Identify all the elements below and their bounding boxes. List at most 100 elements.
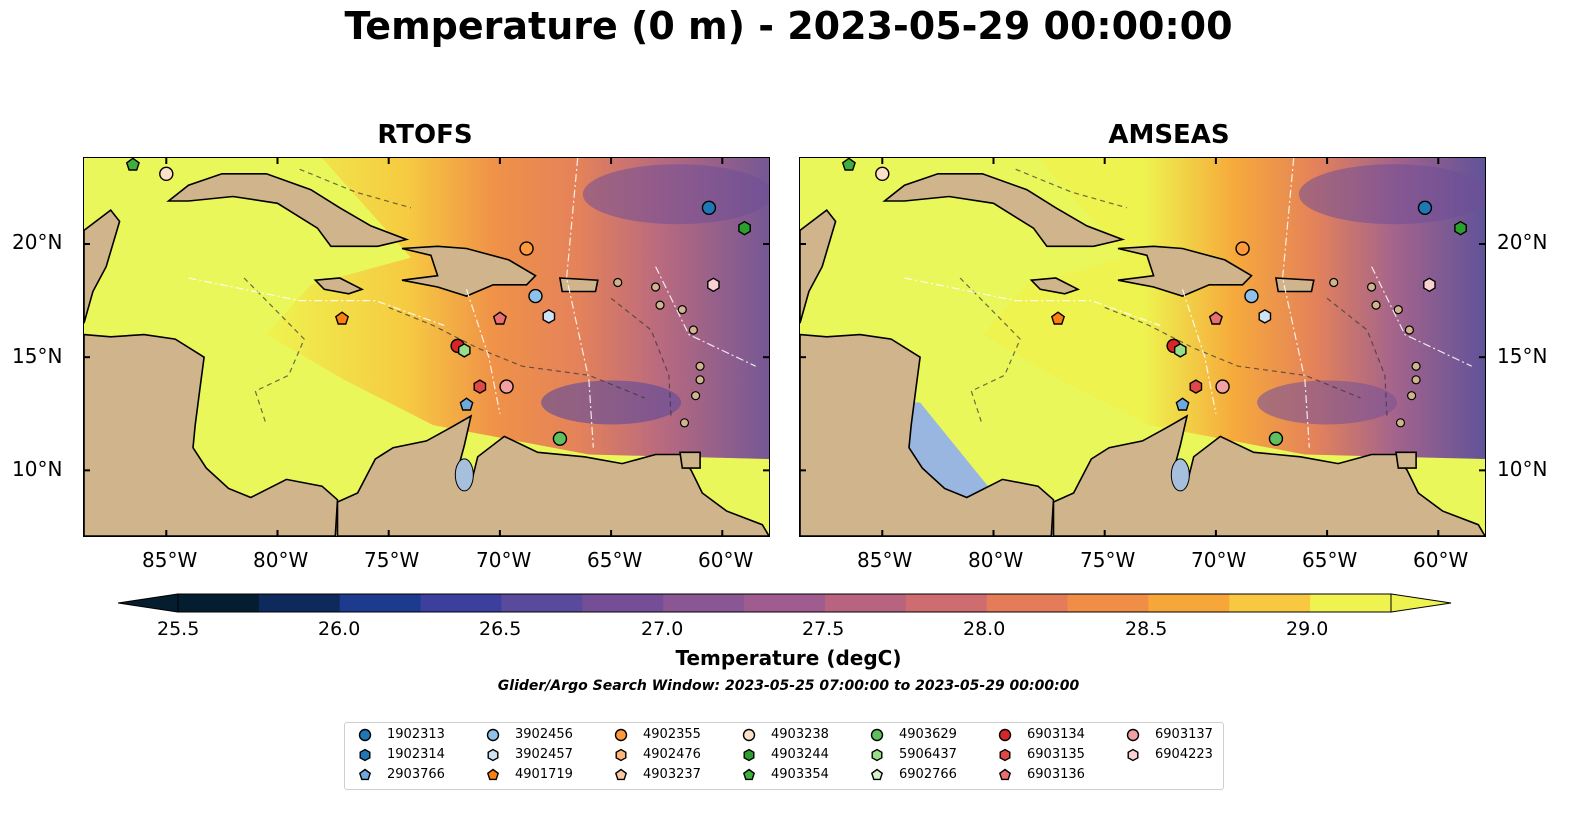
jamaica-landmass (1029, 277, 1081, 295)
float-marker-1902313[interactable] (1417, 200, 1433, 215)
eez-boundary (188, 277, 445, 327)
float-marker-4903238[interactable] (875, 166, 890, 182)
amseas-map[interactable] (799, 157, 1486, 537)
colorbar-tick-label: 26.5 (479, 618, 522, 640)
float-marker-4903238[interactable] (159, 166, 174, 182)
circle-marker-icon (486, 728, 500, 742)
colorbar-bin (824, 594, 907, 612)
lon-tick-70w: 70°W (476, 548, 532, 572)
lon-tick-65w: 65°W (587, 548, 643, 572)
float-marker-4903629[interactable] (1268, 431, 1284, 446)
float-marker-2903766[interactable] (1175, 397, 1190, 411)
lon-tick-80w: 80°W (968, 548, 1024, 572)
float-marker-5906437[interactable] (458, 343, 471, 358)
float-marker-4901719[interactable] (334, 311, 350, 325)
lon-tick-85w: 85°W (142, 548, 198, 572)
colorbar-tick-label: 27.5 (802, 618, 845, 640)
float-marker-6903135[interactable] (1189, 379, 1203, 394)
colorbar-bin (501, 594, 583, 612)
circle-marker-icon (998, 728, 1012, 742)
lat-tick-10n: 10°N (1497, 457, 1548, 481)
lat-tick-20n: 20°N (1497, 230, 1548, 254)
colorbar-bin (1310, 594, 1392, 612)
float-marker-4902355[interactable] (519, 241, 534, 256)
colorbar-bin (663, 594, 745, 612)
legend-label: 4903238 (771, 727, 829, 742)
legend-label: 6903135 (1027, 747, 1085, 762)
depth-contour (299, 168, 412, 209)
island (1393, 305, 1403, 315)
float-marker-4903629[interactable] (552, 431, 568, 446)
float-marker-1902313[interactable] (701, 200, 717, 215)
hexagon-marker-icon (743, 748, 755, 762)
island (1411, 375, 1421, 385)
float-marker-6903137[interactable] (499, 379, 514, 394)
cuba-landmass (882, 173, 1126, 248)
float-marker-3902456[interactable] (528, 288, 543, 304)
lon-tick-70w: 70°W (1191, 548, 1247, 572)
float-marker-4903244[interactable] (1454, 220, 1467, 236)
lake-maracaibo (1170, 458, 1190, 492)
circle-marker-icon (742, 728, 756, 742)
float-marker-4902355[interactable] (1235, 241, 1250, 256)
panel-title-amseas: AMSEAS (1108, 120, 1230, 150)
pentagon-marker-icon (486, 768, 500, 781)
colorbar-extend-low (118, 593, 179, 613)
float-marker-3902457[interactable] (1258, 309, 1272, 324)
island (1395, 418, 1406, 428)
float-marker-4903354[interactable] (125, 158, 140, 171)
float-marker-6903136[interactable] (1208, 311, 1223, 325)
legend-label: 6902766 (899, 767, 957, 782)
lat-tick-20n: 20°N (12, 230, 63, 254)
lat-tick-10n: 10°N (12, 457, 63, 481)
pentagon-marker-icon (998, 768, 1012, 781)
colorbar-tick-label: 29.0 (1286, 618, 1329, 640)
legend-label: 4903354 (771, 767, 829, 782)
depth-contour (1326, 297, 1388, 419)
circle-marker-icon (614, 728, 628, 742)
float-marker-3902456[interactable] (1244, 288, 1259, 304)
hispaniola-landmass (401, 245, 537, 297)
hexagon-marker-icon (871, 748, 883, 762)
search-window-subtitle: Glider/Argo Search Window: 2023-05-25 07… (497, 678, 1080, 694)
legend-label: 2903766 (387, 767, 445, 782)
colorbar-tick-label: 28.5 (1125, 618, 1168, 640)
eez-boundary (1181, 289, 1217, 414)
legend-label: 4902355 (643, 727, 701, 742)
float-marker-6904223[interactable] (707, 277, 720, 293)
hexagon-marker-icon (1127, 748, 1139, 762)
colorbar-tick-label: 26.0 (318, 618, 361, 640)
trinidad-landmass (679, 451, 701, 469)
float-marker-6903137[interactable] (1215, 379, 1230, 394)
legend-label: 6903136 (1027, 767, 1085, 782)
panel-title-rtofs: RTOFS (377, 120, 473, 150)
lat-tick-15n: 15°N (12, 344, 63, 368)
island (650, 282, 661, 292)
colorbar-tick-label: 28.0 (963, 618, 1006, 640)
float-marker-2903766[interactable] (459, 397, 474, 411)
lat-tick-15n: 15°N (1497, 344, 1548, 368)
hexagon-marker-icon (615, 748, 627, 762)
colorbar-bin (258, 594, 341, 612)
colorbar-bin (1148, 594, 1230, 612)
figure-title: Temperature (0 m) - 2023-05-29 00:00:00 (344, 4, 1233, 48)
float-marker-5906437[interactable] (1174, 343, 1187, 358)
float-marker-6904223[interactable] (1423, 277, 1436, 293)
island (655, 300, 665, 310)
float-marker-6903135[interactable] (473, 379, 487, 394)
yucatan-landmass (800, 208, 837, 324)
colorbar-bin (339, 594, 422, 612)
float-marker-4901719[interactable] (1050, 311, 1066, 325)
float-marker-3902457[interactable] (542, 309, 556, 324)
legend-label: 6903137 (1155, 727, 1213, 742)
rtofs-map[interactable] (83, 157, 770, 537)
eez-boundary (1281, 158, 1310, 448)
eez-boundary (904, 277, 1161, 327)
float-marker-4903244[interactable] (738, 220, 751, 236)
float-marker-6903136[interactable] (492, 311, 507, 325)
pentagon-marker-icon (870, 768, 884, 781)
float-marker-4903354[interactable] (841, 158, 856, 171)
circle-marker-icon (870, 728, 884, 742)
lon-tick-75w: 75°W (364, 548, 420, 572)
legend-label: 3902457 (515, 747, 573, 762)
